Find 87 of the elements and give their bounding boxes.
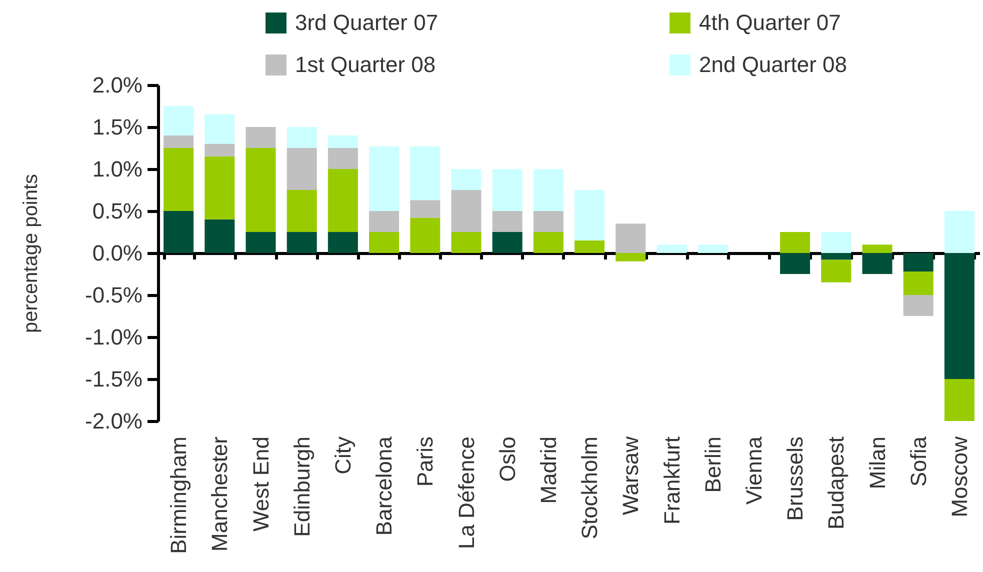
bar bbox=[204, 144, 235, 156]
legend-label: 3rd Quarter 07 bbox=[295, 10, 438, 35]
bar bbox=[204, 219, 235, 253]
bar bbox=[164, 211, 194, 253]
bar bbox=[616, 224, 646, 253]
bar bbox=[246, 127, 276, 148]
bar bbox=[369, 211, 400, 232]
legend-label: 1st Quarter 08 bbox=[295, 52, 436, 77]
bar bbox=[492, 169, 522, 211]
legend-label: 4th Quarter 07 bbox=[699, 10, 841, 35]
bar bbox=[410, 146, 440, 200]
x-tick-label: Birmingham bbox=[166, 436, 192, 554]
x-tick-label: Paris bbox=[412, 436, 438, 487]
x-tick-label: Warsaw bbox=[618, 436, 644, 516]
y-tick-label: 2.0% bbox=[92, 72, 142, 98]
bar bbox=[616, 253, 646, 262]
y-tick-label: -1.0% bbox=[85, 324, 142, 350]
x-tick-label: Moscow bbox=[946, 436, 972, 518]
legend-label: 2nd Quarter 08 bbox=[699, 52, 847, 77]
bar bbox=[903, 253, 934, 272]
x-tick-label: Frankfurt bbox=[659, 436, 684, 525]
bar bbox=[328, 169, 358, 232]
x-tick-label: Oslo bbox=[494, 436, 520, 482]
y-tick-label: -0.5% bbox=[85, 282, 142, 308]
bar bbox=[862, 253, 892, 274]
bar bbox=[410, 200, 440, 218]
x-tick-label: Barcelona bbox=[372, 436, 397, 536]
x-tick-label: Madrid bbox=[536, 436, 561, 504]
y-tick-label: 0.0% bbox=[92, 240, 142, 266]
bar bbox=[656, 244, 687, 253]
bar bbox=[451, 169, 482, 190]
bar bbox=[410, 218, 440, 253]
x-tick-label: Stockholm bbox=[577, 436, 602, 540]
x-tick-label: Edinburgh bbox=[289, 436, 314, 537]
x-tick-label: Budapest bbox=[824, 436, 849, 530]
y-tick-label: -2.0% bbox=[85, 408, 142, 434]
bar bbox=[944, 211, 974, 253]
bar bbox=[944, 379, 974, 421]
bar bbox=[780, 253, 810, 274]
bar bbox=[698, 244, 728, 253]
bar bbox=[328, 148, 358, 169]
bar bbox=[286, 190, 317, 232]
x-tick-label: La Défence bbox=[454, 436, 479, 550]
bar bbox=[533, 211, 564, 232]
bar bbox=[246, 232, 276, 253]
bar bbox=[286, 127, 317, 148]
bar bbox=[451, 232, 482, 253]
bar bbox=[204, 156, 235, 220]
bar bbox=[369, 232, 400, 253]
y-tick-label: 1.5% bbox=[92, 114, 142, 140]
bar bbox=[204, 114, 235, 144]
bar bbox=[328, 232, 358, 253]
bar bbox=[533, 169, 564, 211]
x-tick-label: Vienna bbox=[741, 436, 766, 505]
x-tick-label: City bbox=[330, 436, 356, 474]
bar bbox=[780, 232, 810, 253]
bar bbox=[944, 253, 974, 379]
bar bbox=[246, 148, 276, 232]
x-tick-label: Milan bbox=[864, 436, 890, 490]
bar bbox=[451, 190, 482, 232]
bar bbox=[286, 232, 317, 253]
bar bbox=[821, 260, 852, 282]
bar bbox=[164, 148, 194, 211]
x-tick-label: Sofia bbox=[906, 436, 931, 487]
y-tick-label: 1.0% bbox=[92, 156, 142, 182]
x-tick-label: West End bbox=[248, 436, 274, 532]
x-tick-label: Brussels bbox=[782, 436, 808, 521]
bar bbox=[574, 240, 605, 253]
bar bbox=[862, 244, 892, 253]
bar bbox=[821, 232, 852, 253]
bar bbox=[574, 190, 605, 240]
x-tick-label: Berlin bbox=[700, 436, 726, 493]
y-axis-title: percentage points bbox=[20, 174, 42, 334]
x-tick-label: Manchester bbox=[207, 436, 232, 552]
bar bbox=[492, 211, 522, 232]
bar bbox=[903, 295, 934, 316]
y-tick-label: -1.5% bbox=[85, 366, 142, 392]
bar bbox=[821, 253, 852, 260]
bar bbox=[328, 135, 358, 148]
bar bbox=[286, 148, 317, 190]
y-tick-label: 0.5% bbox=[92, 198, 142, 224]
bar bbox=[903, 271, 934, 295]
bar bbox=[164, 135, 194, 148]
bar bbox=[164, 106, 194, 136]
bar bbox=[533, 232, 564, 253]
bar bbox=[492, 232, 522, 253]
bar bbox=[369, 146, 400, 211]
